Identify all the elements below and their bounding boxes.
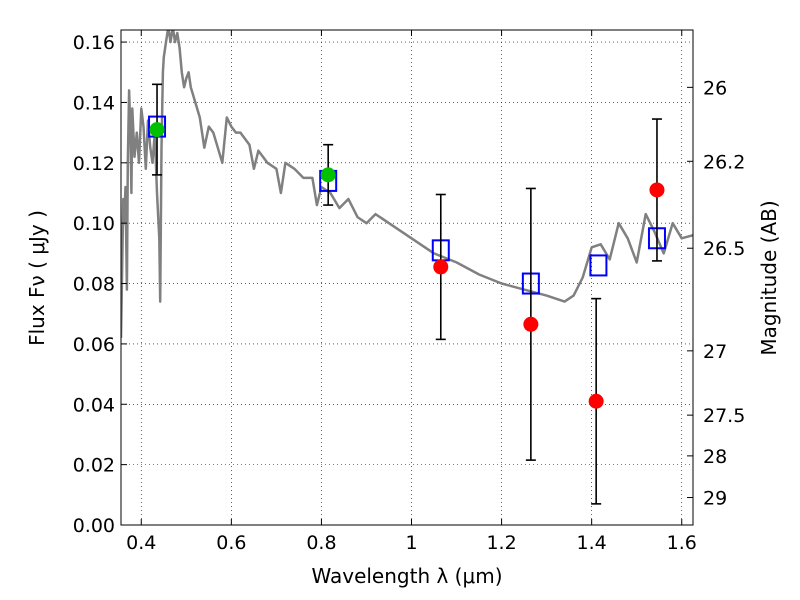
y-tick-label: 0.14 bbox=[73, 92, 115, 114]
y-tick-label: 0.10 bbox=[73, 213, 115, 235]
y-tick-label: 0.12 bbox=[73, 153, 115, 175]
plot-series-group bbox=[121, 30, 693, 338]
observed-point bbox=[523, 316, 539, 332]
x-tick-label: 0.8 bbox=[306, 532, 336, 554]
y-axis-label: Flux Fν ( μJy ) bbox=[25, 210, 49, 346]
y2-tick-label: 26.2 bbox=[703, 151, 745, 173]
axis-ticks: 0.4 0.6 0.8 1 1.2 1.4 1.6 0.00 0.02 0.04 0.06 0.08 0… bbox=[73, 30, 745, 554]
x-tick-label: 1.2 bbox=[486, 532, 516, 554]
y-tick-label: 0.02 bbox=[73, 455, 115, 477]
plot-area bbox=[121, 30, 693, 505]
plot-frame bbox=[120, 29, 694, 526]
model-photometry-square bbox=[589, 254, 608, 277]
x-tick-label: 1 bbox=[405, 532, 417, 554]
y2-tick-label: 26.5 bbox=[703, 238, 745, 260]
observed-point bbox=[433, 259, 449, 275]
y2-tick-label: 27.5 bbox=[703, 405, 745, 427]
x-tick-label: 1.6 bbox=[667, 532, 697, 554]
y2-tick-label: 27 bbox=[703, 341, 727, 363]
y-tick-label: 0.16 bbox=[73, 32, 115, 54]
y-tick-label: 0.00 bbox=[73, 515, 115, 537]
x-tick-label: 0.6 bbox=[216, 532, 246, 554]
observed-point bbox=[649, 182, 665, 198]
y2-axis-label: Magnitude (AB) bbox=[757, 200, 781, 355]
y2-tick-label: 26 bbox=[703, 77, 727, 99]
sed-model-line bbox=[121, 30, 693, 338]
x-tick-label: 0.4 bbox=[126, 532, 156, 554]
observed-point bbox=[320, 167, 336, 183]
y2-tick-label: 29 bbox=[703, 488, 727, 510]
observed-point bbox=[588, 393, 604, 409]
y-tick-label: 0.04 bbox=[73, 394, 115, 416]
x-axis-label: Wavelength λ (μm) bbox=[311, 564, 502, 588]
observed-point bbox=[149, 122, 165, 138]
y2-tick-label: 28 bbox=[703, 446, 727, 468]
y-tick-label: 0.08 bbox=[73, 274, 115, 296]
x-tick-label: 1.4 bbox=[577, 532, 607, 554]
y-tick-label: 0.06 bbox=[73, 334, 115, 356]
